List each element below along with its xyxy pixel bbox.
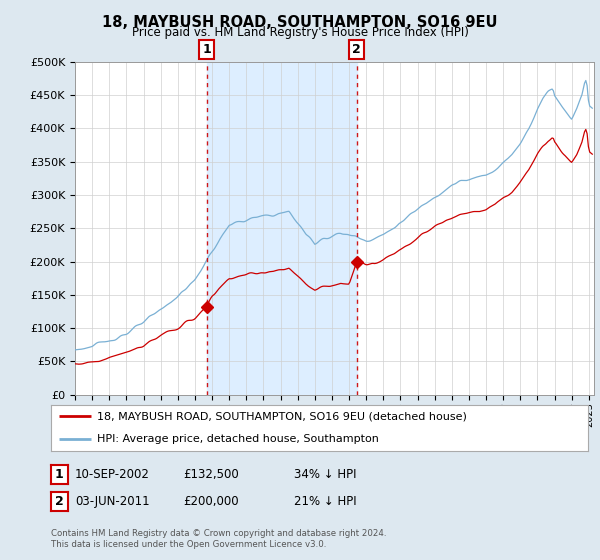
Bar — [207, 62, 357, 395]
Text: 34% ↓ HPI: 34% ↓ HPI — [294, 468, 356, 481]
Text: 2: 2 — [352, 43, 361, 56]
Text: 18, MAYBUSH ROAD, SOUTHAMPTON, SO16 9EU: 18, MAYBUSH ROAD, SOUTHAMPTON, SO16 9EU — [102, 15, 498, 30]
Text: 18, MAYBUSH ROAD, SOUTHAMPTON, SO16 9EU (detached house): 18, MAYBUSH ROAD, SOUTHAMPTON, SO16 9EU … — [97, 412, 467, 421]
Text: Price paid vs. HM Land Registry's House Price Index (HPI): Price paid vs. HM Land Registry's House … — [131, 26, 469, 39]
Text: 21% ↓ HPI: 21% ↓ HPI — [294, 494, 356, 508]
Text: 03-JUN-2011: 03-JUN-2011 — [75, 494, 149, 508]
Text: 10-SEP-2002: 10-SEP-2002 — [75, 468, 150, 481]
Text: 1: 1 — [55, 468, 64, 481]
Text: £132,500: £132,500 — [183, 468, 239, 481]
Text: £200,000: £200,000 — [183, 494, 239, 508]
Text: Contains HM Land Registry data © Crown copyright and database right 2024.
This d: Contains HM Land Registry data © Crown c… — [51, 529, 386, 549]
Text: HPI: Average price, detached house, Southampton: HPI: Average price, detached house, Sout… — [97, 435, 379, 444]
Text: 2: 2 — [55, 494, 64, 508]
Text: 1: 1 — [203, 43, 211, 56]
